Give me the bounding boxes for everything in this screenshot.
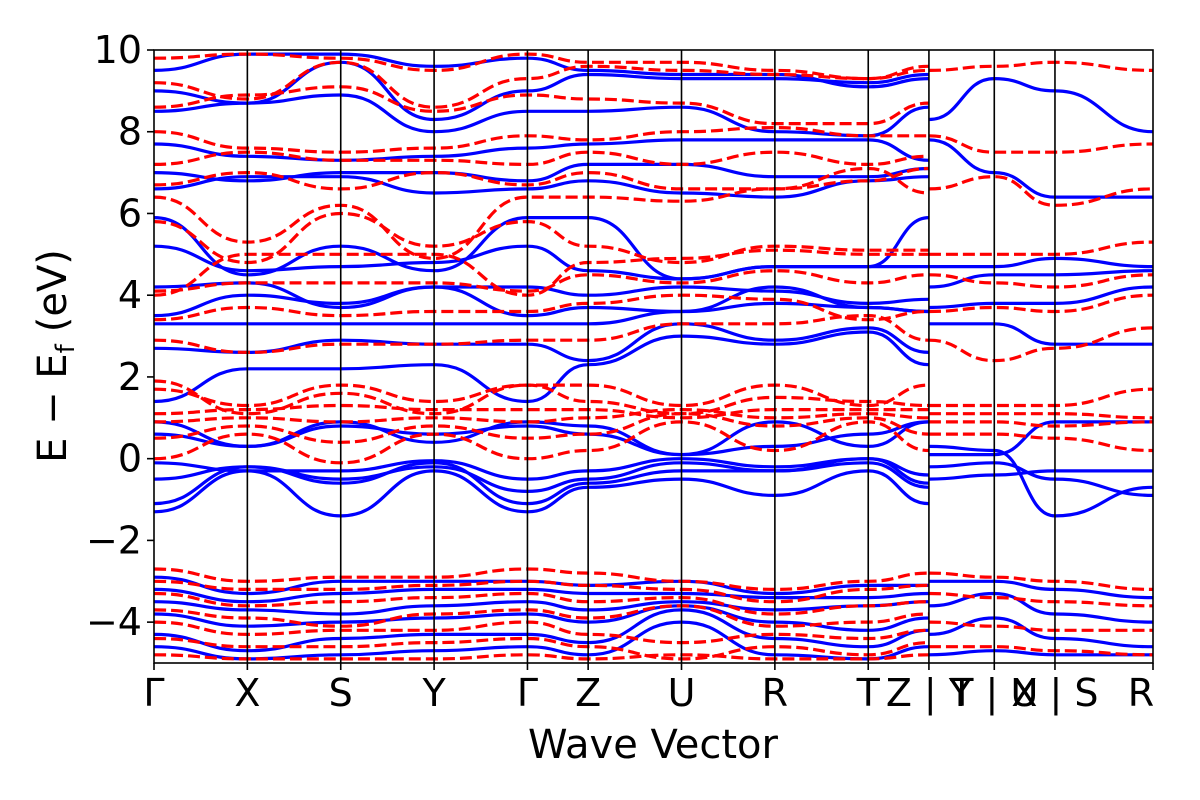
red-dashed-band-12 <box>154 166 929 191</box>
red-dashed-band-30 <box>928 293 1153 314</box>
red-dashed-band-26 <box>928 420 1153 428</box>
blue-solid-band-35 <box>928 579 1153 600</box>
red-dashed-band-21 <box>154 604 929 628</box>
x-tick-label-7: R <box>762 671 788 715</box>
red-dashed-band-3 <box>154 403 929 420</box>
x-tick-label-9: Z | Y <box>886 671 973 716</box>
y-tick-label-7: 10 <box>94 28 142 72</box>
blue-solid-band-27 <box>928 420 1153 457</box>
blue-solid-band-38 <box>928 649 1153 657</box>
red-dashed-band-7 <box>154 293 929 322</box>
y-axis-label-subscript: f <box>51 343 81 353</box>
y-tick-label-6: 8 <box>118 110 142 154</box>
x-tick-label-1: X <box>234 671 260 715</box>
blue-solid-band-37 <box>928 616 1153 649</box>
kpoint-divider-lines <box>246 50 1056 663</box>
blue-solid-band-36 <box>928 591 1153 624</box>
red-dashed-band-38 <box>928 620 1153 632</box>
red-dashed-band-35 <box>928 60 1153 72</box>
y-tick-label-3: 2 <box>118 355 142 399</box>
y-tick-label-5: 6 <box>118 191 142 235</box>
blue-solid-band-29 <box>928 322 1153 346</box>
red-dashed-band-20 <box>154 591 929 616</box>
x-tick-label-4: Γ <box>517 671 538 715</box>
x-tick-label-10: T | U <box>949 671 1038 716</box>
x-tick-label-2: S <box>329 671 353 715</box>
red-dashed-band-9 <box>154 248 929 297</box>
x-tick-label-12: R <box>1128 671 1154 715</box>
x-tick-label-6: U <box>668 671 696 715</box>
red-dashed-band-6 <box>154 313 929 355</box>
red-dashed-band-15 <box>154 85 929 126</box>
red-dashed-band-31 <box>928 273 1153 289</box>
blue-solid-band-7 <box>154 322 929 363</box>
red-dashed-band-23 <box>154 636 929 661</box>
red-dashed-band-8 <box>154 269 929 293</box>
blue-solid-band-26 <box>928 461 1153 497</box>
blue-solid-band-34 <box>928 76 1153 134</box>
blue-solid-band-24 <box>154 620 929 661</box>
red-dashed-band-14 <box>154 125 929 154</box>
red-dashed-band-27 <box>928 412 1153 420</box>
blue-solid-band-0 <box>154 469 929 518</box>
blue-solid-band-20 <box>154 587 929 604</box>
red-dashed-band-39 <box>928 645 1153 657</box>
red-dashed-band-0 <box>154 420 929 465</box>
band-lines <box>154 52 1153 661</box>
red-dashed-band-36 <box>928 571 1153 591</box>
blue-solid-band-30 <box>928 285 1153 310</box>
red-dashed-band-24 <box>154 653 929 661</box>
y-axis-label-unit: (eV) <box>30 249 76 332</box>
red-dashed-band-32 <box>928 240 1153 256</box>
x-tick-label-3: Y <box>421 671 446 715</box>
red-dashed-band-17 <box>154 52 929 81</box>
red-dashed-band-29 <box>928 326 1153 363</box>
red-dashed-band-5 <box>154 379 929 416</box>
x-tick-label-11: X | S <box>1011 671 1098 716</box>
red-dashed-band-16 <box>154 60 929 109</box>
blue-solid-band-4 <box>154 420 929 457</box>
red-dashed-band-33 <box>928 175 1153 207</box>
blue-solid-band-3 <box>154 457 929 481</box>
blue-solid-band-10 <box>154 281 929 310</box>
y-axis-ticks: −4 −2 0 2 4 6 8 10 <box>86 28 154 644</box>
x-tick-label-8: T <box>856 671 881 715</box>
plot-frame <box>153 49 1154 664</box>
blue-solid-band-28 <box>928 444 1153 518</box>
red-dashed-band-1 <box>154 412 929 444</box>
y-tick-label-2: 0 <box>118 437 142 481</box>
blue-solid-band-21 <box>154 600 929 616</box>
blue-solid-band-6 <box>154 330 929 404</box>
blue-solid-band-12 <box>154 215 930 281</box>
red-dashed-band-37 <box>928 591 1153 608</box>
y-tick-label-4: 4 <box>118 273 142 317</box>
red-dashed-band-2 <box>154 407 929 424</box>
red-dashed-band-10 <box>154 211 929 265</box>
x-tick-label-0: Γ <box>143 671 164 715</box>
blue-solid-band-16 <box>154 93 929 138</box>
blue-solid-band-18 <box>154 52 929 89</box>
y-tick-label-1: −2 <box>86 518 142 562</box>
blue-solid-band-14 <box>154 162 929 183</box>
blue-solid-band-15 <box>154 138 929 162</box>
blue-solid-band-8 <box>154 301 929 326</box>
red-dashed-band-22 <box>154 620 929 645</box>
red-dashed-band-25 <box>928 432 1153 453</box>
x-axis-label: Wave Vector <box>528 722 779 768</box>
red-dashed-band-19 <box>154 579 929 604</box>
red-dashed-band-4 <box>154 383 929 408</box>
x-tick-label-5: Z <box>575 671 601 715</box>
red-dashed-band-18 <box>154 567 929 592</box>
blue-solid-band-33 <box>928 138 1153 199</box>
blue-solid-band-32 <box>928 256 1153 269</box>
y-axis-label: E − Ef (eV) <box>30 249 81 463</box>
y-axis-label-main: E − E <box>30 353 76 463</box>
y-tick-label-0: −4 <box>86 600 142 644</box>
red-dashed-band-13 <box>154 150 929 167</box>
